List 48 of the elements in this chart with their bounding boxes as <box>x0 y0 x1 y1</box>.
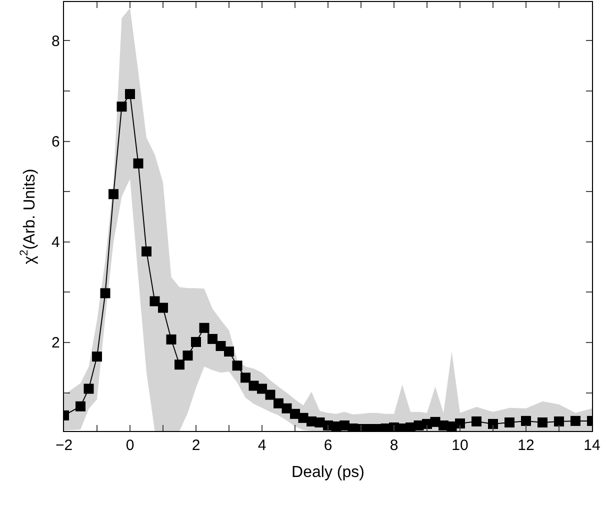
point <box>521 416 531 426</box>
point <box>182 350 193 361</box>
point <box>232 360 242 371</box>
point <box>166 334 176 344</box>
point <box>257 384 267 394</box>
point <box>472 416 482 426</box>
point <box>158 302 168 313</box>
point <box>174 360 184 370</box>
point <box>265 390 276 400</box>
x-tick-label: 12 <box>518 437 534 454</box>
point <box>488 418 498 429</box>
point <box>216 341 226 351</box>
point <box>108 189 118 200</box>
y-tick-label: 8 <box>52 32 60 50</box>
point <box>274 398 284 408</box>
point <box>290 408 300 419</box>
point <box>282 403 292 414</box>
point <box>142 246 152 256</box>
point <box>554 416 564 426</box>
point <box>504 417 514 428</box>
x-tick-label: −2 <box>55 437 73 454</box>
x-tick-label: 8 <box>390 437 398 454</box>
x-tick-label: 4 <box>258 437 266 454</box>
point <box>208 334 218 344</box>
point <box>570 416 580 426</box>
point <box>455 418 465 428</box>
y-tick-label: 2 <box>52 334 60 352</box>
point <box>240 372 250 383</box>
x-tick-label: 14 <box>584 437 600 454</box>
point <box>150 296 160 306</box>
x-tick-label: 0 <box>126 437 134 454</box>
point <box>199 322 210 333</box>
point <box>191 336 201 347</box>
point <box>116 102 127 112</box>
point <box>92 352 102 362</box>
point <box>125 89 135 100</box>
point <box>76 401 86 412</box>
x-tick-label: 6 <box>324 437 332 454</box>
x-axis-title: Dealy (ps) <box>292 464 364 481</box>
point <box>100 288 110 298</box>
point <box>538 417 548 428</box>
y-tick-label: 6 <box>52 134 60 151</box>
point <box>84 384 94 394</box>
x-tick-label: 10 <box>452 437 468 454</box>
x-tick-label: 2 <box>192 437 200 454</box>
y-tick-label: 4 <box>52 234 60 252</box>
point <box>133 158 144 168</box>
point <box>224 346 234 357</box>
